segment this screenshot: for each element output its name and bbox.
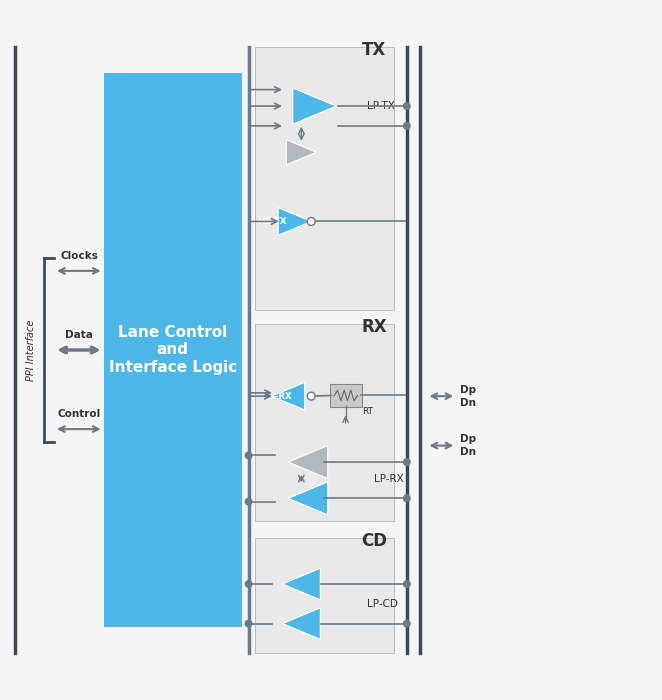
Text: Clocks: Clocks bbox=[60, 251, 98, 261]
Circle shape bbox=[307, 392, 315, 400]
Text: LP-CD: LP-CD bbox=[367, 598, 398, 609]
Text: RT: RT bbox=[362, 407, 373, 416]
Text: Dp: Dp bbox=[459, 434, 476, 444]
Text: PPI Interface: PPI Interface bbox=[26, 319, 36, 381]
Polygon shape bbox=[278, 208, 311, 235]
Circle shape bbox=[404, 620, 410, 627]
FancyBboxPatch shape bbox=[330, 384, 362, 407]
Text: Data: Data bbox=[66, 330, 93, 340]
Text: Dn: Dn bbox=[459, 398, 475, 407]
Polygon shape bbox=[283, 568, 320, 600]
FancyBboxPatch shape bbox=[255, 538, 394, 653]
Polygon shape bbox=[286, 140, 316, 164]
Text: HS-RX: HS-RX bbox=[262, 391, 292, 400]
Text: Control: Control bbox=[58, 410, 101, 419]
Polygon shape bbox=[283, 608, 320, 639]
Polygon shape bbox=[288, 446, 328, 479]
Text: Dn: Dn bbox=[459, 447, 475, 457]
Circle shape bbox=[307, 218, 315, 225]
Circle shape bbox=[246, 452, 252, 458]
Text: CD: CD bbox=[361, 532, 387, 550]
Circle shape bbox=[404, 495, 410, 502]
Circle shape bbox=[404, 122, 410, 130]
Circle shape bbox=[246, 498, 252, 505]
Circle shape bbox=[246, 620, 252, 627]
Text: Dp: Dp bbox=[459, 384, 476, 395]
Circle shape bbox=[404, 458, 410, 466]
Circle shape bbox=[246, 581, 252, 587]
Text: Lane Control
and
Interface Logic: Lane Control and Interface Logic bbox=[109, 325, 237, 375]
Circle shape bbox=[404, 103, 410, 109]
Circle shape bbox=[404, 581, 410, 587]
Text: RX: RX bbox=[361, 318, 387, 336]
Text: HS-TX: HS-TX bbox=[257, 217, 287, 226]
Polygon shape bbox=[293, 88, 336, 124]
FancyBboxPatch shape bbox=[255, 323, 394, 522]
FancyBboxPatch shape bbox=[255, 47, 394, 310]
Polygon shape bbox=[288, 482, 328, 514]
Text: TX: TX bbox=[361, 41, 386, 59]
Text: LP-RX: LP-RX bbox=[374, 473, 404, 484]
Text: LP-TX: LP-TX bbox=[367, 101, 395, 111]
Polygon shape bbox=[271, 382, 305, 410]
FancyBboxPatch shape bbox=[103, 73, 242, 627]
